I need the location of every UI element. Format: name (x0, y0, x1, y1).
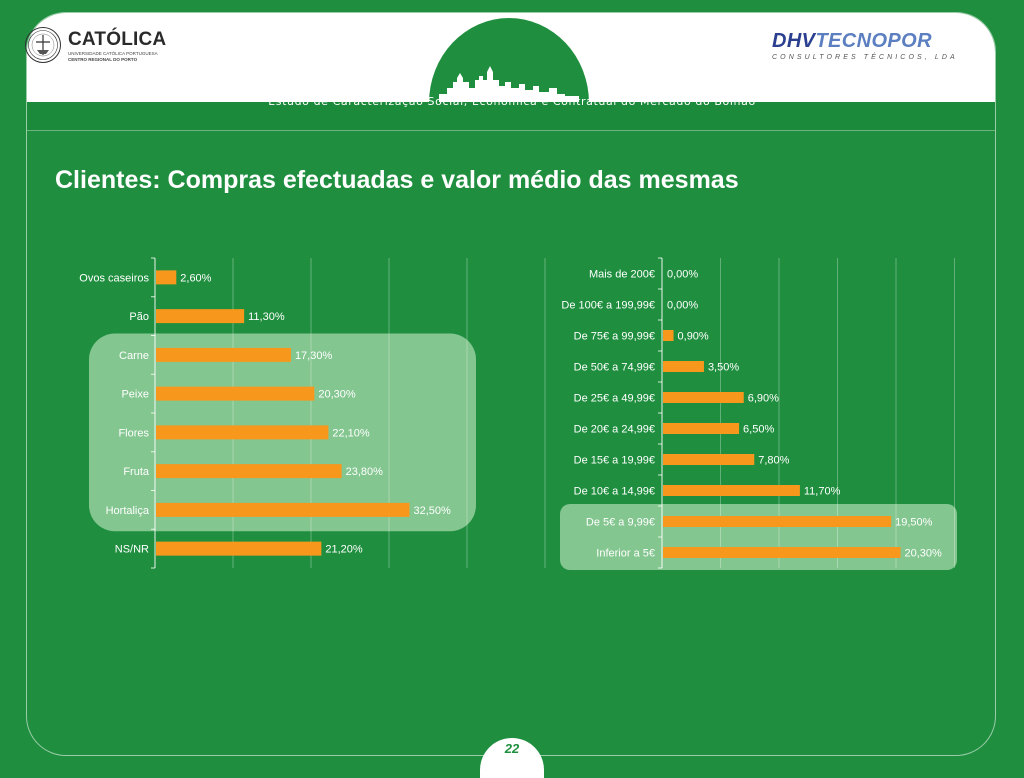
chart2-highlight-panel (560, 504, 957, 570)
catolica-center-line: CENTRO REGIONAL DO PORTO (68, 57, 138, 62)
chart1-data-label: 32,50% (414, 505, 452, 517)
chart1-data-label: 20,30% (318, 389, 356, 401)
catolica-university-line: UNIVERSIDADE CATÓLICA PORTUGUESA (68, 51, 158, 56)
chart1-bar (156, 425, 329, 440)
chart1-category-label: Ovos caseiros (79, 272, 149, 284)
subtitle-band (27, 102, 995, 131)
chart1-bar (156, 386, 315, 401)
chart2-data-label: 20,30% (905, 548, 943, 560)
chart2-bar (663, 330, 674, 341)
chart1-category-label: NS/NR (115, 544, 149, 556)
chart1-bar (156, 309, 245, 324)
chart2-category-label: De 10€ a 14,99€ (574, 486, 655, 498)
page-number: 22 (504, 741, 520, 756)
dhv-wordmark: DHVTECNOPOR (772, 30, 932, 53)
chart2-category-label: De 100€ a 199,99€ (561, 300, 655, 312)
chart1-data-label: 11,30% (248, 311, 285, 323)
chart1-category-label: Pão (129, 311, 149, 323)
chart1-bar (156, 541, 322, 556)
dhv-wordmark-part1: DHV (772, 30, 816, 52)
chart2-category-label: De 25€ a 49,99€ (574, 393, 655, 405)
slide-frame (26, 12, 996, 756)
chart2-data-label: 0,00% (667, 300, 698, 312)
chart2-category-label: De 15€ a 19,99€ (574, 455, 655, 467)
chart2-data-label: 6,50% (743, 424, 774, 436)
chart2-data-label: 0,90% (678, 331, 709, 343)
chart1-category-label: Fruta (123, 466, 150, 478)
city-skyline-icon (439, 66, 579, 103)
chart1-data-label: 21,20% (325, 544, 363, 556)
page-title: Clientes: Compras efectuadas e valor méd… (55, 166, 739, 194)
chart2-bar (663, 361, 704, 372)
chart1-category-label: Carne (119, 350, 149, 362)
chart2-data-label: 7,80% (758, 455, 789, 467)
chart1-bar (156, 502, 410, 517)
chart2-category-label: Inferior a 5€ (596, 548, 655, 560)
chart1-category-label: Hortaliça (106, 505, 150, 517)
chart2-bar (663, 516, 892, 527)
chart2-bar (663, 547, 901, 558)
dhv-wordmark-part2: TECNOPOR (815, 30, 932, 52)
chart1-data-label: 17,30% (295, 350, 333, 362)
chart2-data-label: 11,70% (804, 486, 841, 498)
chart2-bar (663, 485, 800, 496)
dhv-tecnopor-logo: DHVTECNOPOR CONSULTORES TÉCNICOS, LDA (772, 30, 955, 70)
chart2-data-label: 0,00% (667, 269, 698, 281)
study-subtitle: Estudo de Caracterização Social, Económi… (268, 95, 756, 108)
chart2-data-label: 19,50% (895, 517, 933, 529)
chart2-category-label: Mais de 200€ (589, 269, 655, 281)
dhv-tagline: CONSULTORES TÉCNICOS, LDA (772, 54, 958, 61)
university-seal-icon (25, 27, 61, 63)
chart1-category-label: Flores (118, 427, 149, 439)
chart1-bar (156, 464, 342, 479)
chart1-category-label: Peixe (121, 389, 149, 401)
catolica-title: CATÓLICA (68, 29, 167, 50)
chart1-data-label: 22,10% (332, 427, 370, 439)
chart1-bar (156, 347, 291, 362)
chart2-category-label: De 75€ a 99,99€ (574, 331, 655, 343)
chart1-data-label: 2,60% (180, 272, 211, 284)
chart2-data-label: 3,50% (708, 362, 739, 374)
chart2-category-label: De 50€ a 74,99€ (574, 362, 655, 374)
chart1-bar (156, 270, 177, 285)
chart2-bar (663, 392, 744, 403)
chart2-data-label: 6,90% (748, 393, 779, 405)
chart2-bar (663, 423, 740, 434)
catolica-logo: CATÓLICA UNIVERSIDADE CATÓLICA PORTUGUES… (24, 26, 167, 66)
chart2-category-label: De 20€ a 24,99€ (574, 424, 655, 436)
chart2-bar (663, 454, 755, 465)
chart2-category-label: De 5€ a 9,99€ (586, 517, 655, 529)
chart1-data-label: 23,80% (346, 466, 384, 478)
